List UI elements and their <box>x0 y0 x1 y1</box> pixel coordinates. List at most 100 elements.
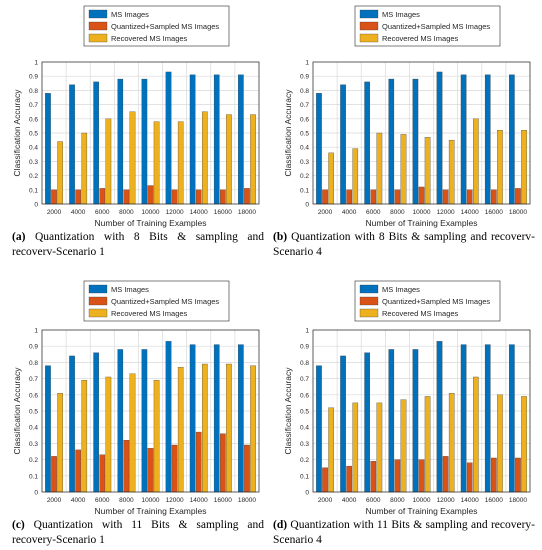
bar-series-3 <box>153 380 160 493</box>
bar-series-3 <box>521 130 527 205</box>
legend-entry: Quantized+Sampled MS Images <box>111 297 219 306</box>
y-tick-label: 0.5 <box>300 131 309 138</box>
legend-swatch <box>359 284 379 294</box>
bar-series-3 <box>352 402 359 493</box>
bar-series-2 <box>171 189 178 205</box>
y-tick-label: 0 <box>305 202 309 209</box>
bar-series-1 <box>412 78 419 205</box>
caption-text: Quantization with 11 Bits & sampling and… <box>273 519 536 546</box>
x-axis-label: Number of Training Examples <box>95 506 207 516</box>
x-tick-label: 2000 <box>318 497 333 504</box>
y-tick-label: 0 <box>305 490 309 497</box>
axes-box <box>41 329 260 493</box>
bar-series-1 <box>388 78 395 205</box>
x-tick-label: 14000 <box>190 209 208 216</box>
bar-series-2 <box>515 188 521 205</box>
x-tick-label: 16000 <box>485 209 503 216</box>
bar-series-1 <box>364 352 370 493</box>
legend-swatch <box>88 284 108 294</box>
bar-series-2 <box>75 189 81 205</box>
bar-series-3 <box>473 376 479 493</box>
x-tick-label: 4000 <box>342 497 357 504</box>
bar-series-1 <box>509 344 515 493</box>
bar-series-3 <box>226 114 232 205</box>
x-tick-label: 12000 <box>437 497 455 504</box>
legend: MS Images Quantized+Sampled MS Images Reco… <box>83 280 230 322</box>
bar-series-2 <box>491 189 497 205</box>
bar-series-2 <box>147 448 154 493</box>
y-tick-label: 0.8 <box>300 88 309 95</box>
legend-entry: Quantized+Sampled MS Images <box>382 22 490 31</box>
chart-panel-d: 0 0.1 0.2 0.3 0.4 0.5 0.6 0.7 0.8 0.9 1 2000 4000 600… <box>271 275 542 550</box>
axes-box <box>41 61 260 205</box>
caption-a: (a) Quantization with 8 Bits & sampling … <box>12 230 264 260</box>
x-tick-label: 12000 <box>437 209 455 216</box>
y-tick-label: 0.3 <box>300 159 309 166</box>
bar-series-1 <box>93 81 99 205</box>
bar-series-3 <box>473 118 479 205</box>
bar-series-1 <box>460 344 467 493</box>
y-tick-label: 0.9 <box>300 74 309 81</box>
y-tick-label: 0.4 <box>29 425 38 432</box>
x-tick-label: 18000 <box>238 209 256 216</box>
legend-entry: Quantized+Sampled MS Images <box>382 297 490 306</box>
bar-series-1 <box>69 355 75 493</box>
legend-entry: MS Images <box>382 285 420 294</box>
y-tick-label: 1 <box>305 328 309 335</box>
x-tick-label: 10000 <box>412 209 430 216</box>
x-axis-label: Number of Training Examples <box>366 506 478 516</box>
x-tick-label: 8000 <box>390 497 405 504</box>
bar-series-3 <box>328 152 334 205</box>
bar-series-2 <box>394 189 401 205</box>
bar-series-1 <box>69 84 75 205</box>
x-tick-label: 6000 <box>366 209 381 216</box>
caption-label: (b) <box>273 231 288 243</box>
y-tick-label: 0.5 <box>29 409 38 416</box>
bar-series-1 <box>45 93 51 205</box>
bar-series-3 <box>328 407 334 493</box>
chart-panel-c: 0 0.1 0.2 0.3 0.4 0.5 0.6 0.7 0.8 0.9 1 2000 4000 600… <box>0 275 271 550</box>
bar-series-1 <box>364 81 370 205</box>
bar-series-2 <box>442 456 449 493</box>
x-tick-label: 2000 <box>47 209 62 216</box>
legend-entry: Quantized+Sampled MS Images <box>111 22 219 31</box>
x-tick-label: 4000 <box>342 209 357 216</box>
bar-series-3 <box>153 121 160 205</box>
bar-series-3 <box>376 132 383 205</box>
bar-series-2 <box>244 188 250 205</box>
bar-series-3 <box>448 393 455 493</box>
bar-series-1 <box>117 78 124 205</box>
bar-series-1 <box>165 71 172 205</box>
axes-box <box>312 61 531 205</box>
bar-series-3 <box>400 134 407 205</box>
bar-series-1 <box>213 74 220 205</box>
legend-entry: MS Images <box>382 10 420 19</box>
bar-series-3 <box>129 373 136 493</box>
bar-series-1 <box>412 349 419 493</box>
x-tick-label: 12000 <box>166 209 184 216</box>
legend-swatch <box>359 296 379 306</box>
y-tick-label: 0.7 <box>29 376 38 383</box>
bar-series-3 <box>521 396 527 493</box>
x-tick-label: 6000 <box>95 209 110 216</box>
bar-series-2 <box>322 189 328 205</box>
legend: MS Images Quantized+Sampled MS Images Reco… <box>354 5 501 47</box>
x-axis-label: Number of Training Examples <box>366 218 478 228</box>
y-tick-label: 0.1 <box>300 473 309 480</box>
bar-series-2 <box>346 189 352 205</box>
bar-series-3 <box>424 396 431 493</box>
legend-swatch <box>88 33 108 43</box>
y-tick-label: 0.9 <box>29 344 38 351</box>
y-tick-label: 0.4 <box>300 425 309 432</box>
legend-entry: Recovered MS Images <box>382 309 459 318</box>
x-tick-label: 6000 <box>95 497 110 504</box>
x-tick-label: 14000 <box>190 497 208 504</box>
y-tick-label: 0.5 <box>300 409 309 416</box>
x-tick-label: 8000 <box>119 209 134 216</box>
legend-entry: MS Images <box>111 10 149 19</box>
x-tick-label: 4000 <box>71 497 86 504</box>
bar-series-3 <box>81 132 88 205</box>
bar-series-2 <box>123 189 130 205</box>
